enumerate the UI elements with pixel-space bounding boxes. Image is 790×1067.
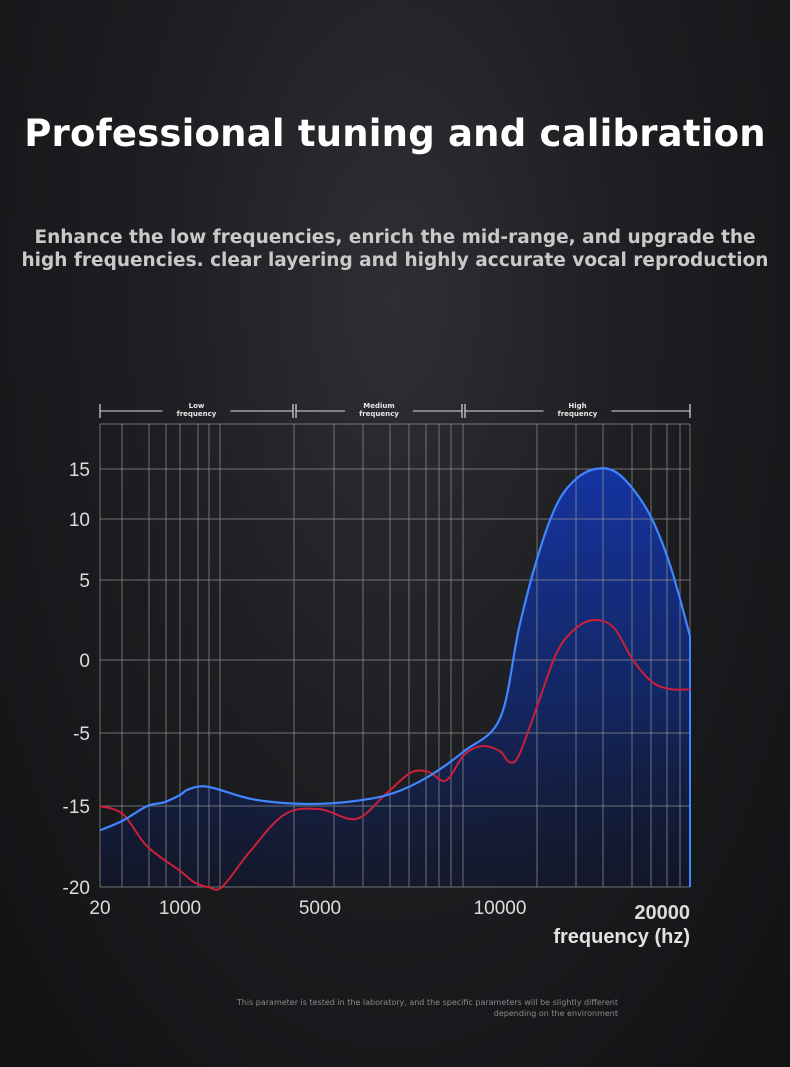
x-tick-label: 1000	[159, 898, 201, 919]
page-title: Professional tuning and calibration	[24, 112, 766, 155]
y-tick-label: -20	[63, 878, 90, 899]
y-tick-label: -15	[63, 797, 90, 818]
subtitle-line-1: Enhance the low frequencies, enrich the …	[34, 227, 756, 248]
red-curve-line	[99, 618, 691, 891]
band-label: Medium	[363, 402, 394, 410]
y-tick-label: 5	[79, 571, 90, 592]
x-tick-label: 20000	[634, 902, 690, 924]
band-label: frequency	[558, 410, 598, 418]
x-axis-label: frequency (hz)	[553, 926, 690, 948]
note-line-2: depending on the environment	[493, 1009, 618, 1018]
y-tick-label: -5	[73, 724, 90, 745]
disclaimer-note: This parameter is tested in the laborato…	[150, 997, 618, 1019]
blue-curve-fill	[100, 468, 690, 887]
x-tick-label: 5000	[299, 898, 341, 919]
x-tick-label: 10000	[474, 898, 527, 919]
blue-curve-line	[99, 467, 692, 832]
band-label: frequency	[359, 410, 399, 418]
band-label: Low	[189, 402, 205, 410]
y-tick-label: 10	[69, 510, 90, 531]
subtitle-line-2: high frequencies. clear layering and hig…	[21, 250, 769, 271]
page-subtitle: Enhance the low frequencies, enrich the …	[20, 226, 770, 272]
band-label: frequency	[177, 410, 217, 418]
band-label: High	[568, 402, 586, 410]
x-tick-label: 20	[89, 898, 110, 919]
y-tick-label: 0	[79, 651, 90, 672]
y-tick-label: 15	[69, 460, 90, 481]
note-line-1: This parameter is tested in the laborato…	[236, 998, 618, 1007]
